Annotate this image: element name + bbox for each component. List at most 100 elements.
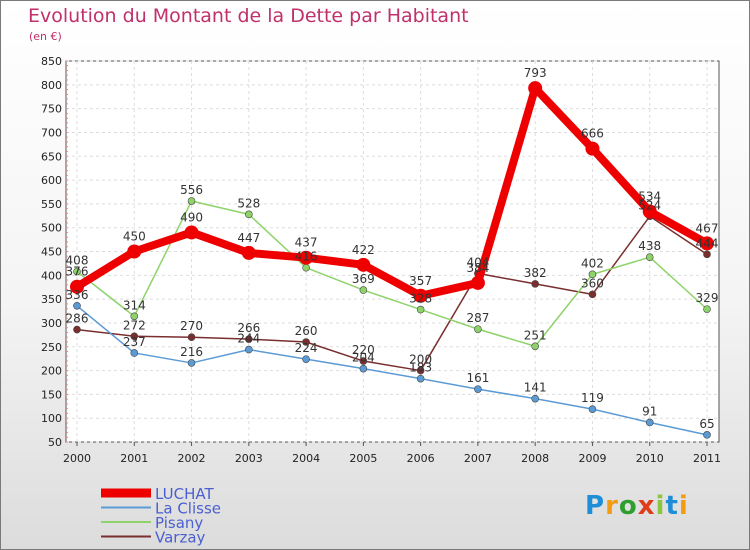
data-point (356, 257, 371, 272)
data-label: 524 (638, 198, 661, 212)
data-point (70, 279, 84, 294)
data-label: 237 (123, 335, 146, 349)
series-line-la-clisse (76, 305, 708, 436)
data-label: 244 (237, 332, 260, 346)
data-point (474, 385, 482, 393)
legend-label: La Clisse (155, 500, 221, 518)
data-point (588, 405, 597, 413)
data-label: 119 (581, 391, 604, 405)
data-point (245, 345, 253, 354)
data-label: 200 (409, 353, 432, 367)
data-point (700, 236, 714, 251)
data-label: 216 (180, 345, 203, 359)
data-point (73, 325, 81, 334)
grid (65, 60, 720, 443)
y-tick-label: 50 (48, 436, 62, 449)
data-point (703, 305, 711, 313)
data-label: 357 (409, 274, 432, 288)
data-point (73, 301, 81, 310)
y-tick-label: 250 (41, 341, 62, 354)
x-tick-label: 2003 (235, 452, 263, 465)
legend-label: Varzay (155, 529, 206, 547)
data-label: 328 (409, 292, 432, 306)
data-label: 220 (352, 343, 375, 357)
x-tick-label: 2010 (636, 452, 664, 465)
data-label: 376 (66, 265, 89, 279)
data-point (359, 357, 368, 365)
data-point (585, 141, 600, 156)
data-point (416, 366, 425, 375)
data-label: 183 (409, 361, 432, 375)
data-point (299, 250, 314, 265)
y-tick-label: 300 (41, 317, 62, 330)
value-labels: 286 272 270 266 2602202004043823605244444083… (66, 66, 719, 431)
data-point (187, 197, 196, 205)
data-label: 384 (466, 261, 489, 275)
data-point (642, 204, 657, 219)
x-tick-label: 2009 (578, 452, 606, 465)
chart-subtitle: (en €) (29, 30, 62, 43)
data-label: 260 (295, 324, 318, 338)
y-tick-label: 600 (41, 174, 62, 187)
y-tick-label: 850 (41, 55, 62, 68)
data-point (127, 244, 142, 259)
data-point (703, 431, 711, 439)
data-point (184, 225, 199, 240)
data-point (130, 332, 139, 341)
data-label: 438 (638, 239, 661, 253)
data-point (645, 418, 654, 427)
data-point (245, 335, 253, 343)
data-point (413, 288, 428, 303)
data-point (474, 325, 482, 333)
data-point (302, 263, 310, 272)
series-lines (70, 81, 714, 439)
data-label: 91 (642, 404, 657, 418)
x-tick-label: 2000 (63, 452, 91, 465)
data-label: 369 (352, 272, 375, 286)
data-point (359, 364, 368, 373)
data-label: 224 (295, 341, 318, 355)
data-point (470, 275, 485, 290)
data-label: 447 (237, 231, 260, 245)
y-tick-label: 750 (41, 103, 62, 116)
data-label: 272 (123, 318, 146, 332)
y-tick-label: 150 (41, 388, 62, 401)
x-tick-label: 2002 (178, 452, 206, 465)
y-tick-label: 500 (41, 222, 62, 235)
data-label: 666 (581, 127, 604, 141)
data-label: 336 (66, 288, 89, 302)
data-point (245, 210, 253, 219)
y-tick-label: 800 (41, 79, 62, 92)
data-point (73, 267, 81, 276)
data-label: 408 (66, 254, 89, 268)
legend-label: LUCHAT (155, 485, 214, 503)
data-point (645, 253, 654, 262)
data-label: 65 (699, 417, 714, 431)
data-point (703, 250, 711, 259)
data-point (359, 286, 368, 294)
data-label: 444 (696, 236, 719, 250)
x-tick-label: 2001 (120, 452, 148, 465)
data-point (588, 290, 597, 299)
series-line-luchat (74, 84, 709, 300)
data-label: 402 (581, 256, 604, 270)
x-tick-label: 2005 (349, 452, 377, 465)
data-label: 287 (466, 311, 489, 325)
data-point (130, 349, 139, 357)
y-tick-label: 650 (41, 150, 62, 163)
data-point (416, 374, 425, 383)
data-point (528, 81, 543, 96)
y-tick-label: 450 (41, 246, 62, 259)
legend-label: Pisany (155, 514, 203, 532)
x-tick-label: 2007 (464, 452, 492, 465)
data-point (302, 338, 310, 346)
x-tick-label: 2004 (292, 452, 320, 465)
data-point (588, 270, 597, 279)
data-label: 266 (237, 321, 260, 335)
data-label: 161 (466, 371, 489, 385)
data-label: 534 (638, 189, 661, 203)
series-line-pisany (76, 200, 708, 348)
y-tick-label: 200 (41, 365, 62, 378)
